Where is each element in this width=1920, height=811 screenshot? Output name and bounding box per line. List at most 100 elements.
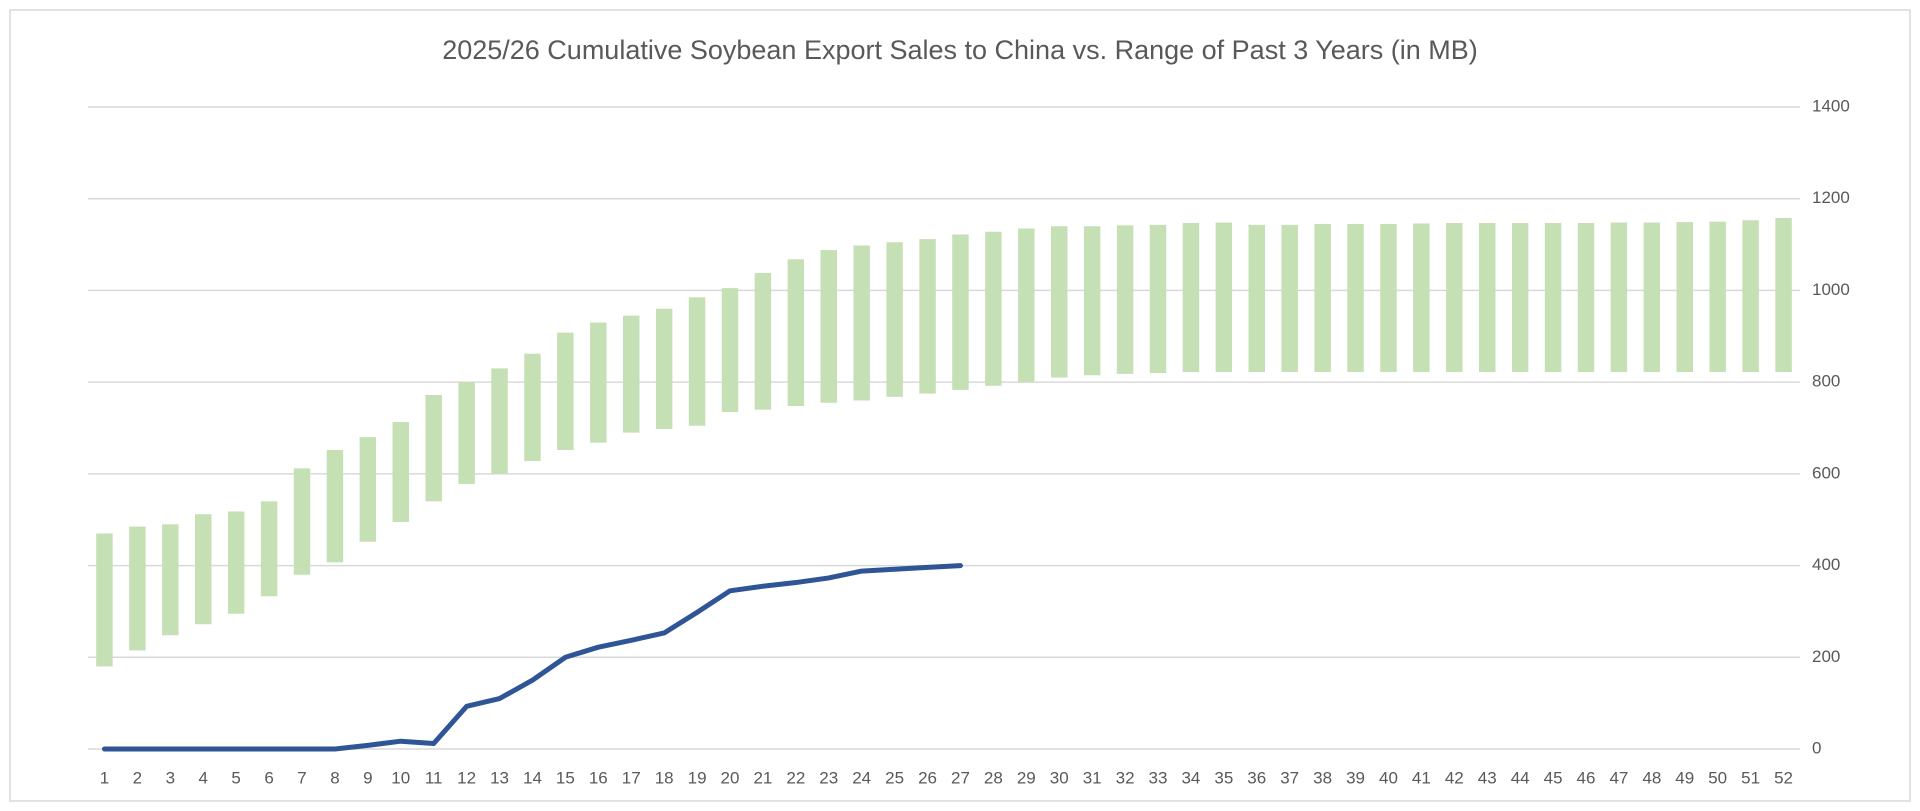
x-tick-label: 48	[1642, 768, 1661, 787]
range-bar	[1314, 223, 1331, 373]
x-tick-label: 25	[885, 768, 904, 787]
y-tick-label: 0	[1812, 738, 1821, 757]
x-tick-label: 18	[655, 768, 674, 787]
range-bar	[1380, 223, 1397, 373]
range-bar	[886, 242, 903, 397]
x-tick-label: 33	[1149, 768, 1168, 787]
range-bar	[491, 368, 508, 474]
x-tick-label: 50	[1708, 768, 1727, 787]
range-bar	[919, 239, 936, 394]
x-tick-label: 40	[1379, 768, 1398, 787]
x-tick-label: 12	[457, 768, 476, 787]
range-bar	[952, 234, 969, 390]
chart-frame	[9, 9, 1911, 802]
range-bar	[1446, 223, 1463, 373]
x-tick-label: 17	[622, 768, 641, 787]
range-bar	[820, 250, 837, 403]
line-series	[101, 563, 963, 752]
range-bar	[590, 322, 607, 443]
x-tick-label: 11	[425, 768, 443, 787]
range-bar	[425, 394, 442, 502]
x-tick-label: 8	[330, 768, 339, 787]
x-tick-label: 35	[1214, 768, 1233, 787]
x-tick-label: 16	[589, 768, 608, 787]
range-bar	[359, 437, 377, 542]
x-tick-label: 30	[1050, 768, 1069, 787]
range-bar	[524, 353, 541, 462]
range-bar	[1248, 224, 1265, 373]
x-tick-label: 27	[951, 768, 970, 787]
range-bar	[1742, 220, 1759, 373]
range-bar	[623, 315, 640, 433]
range-bar	[754, 273, 772, 410]
x-tick-label: 41	[1412, 768, 1431, 787]
range-bar	[655, 308, 673, 429]
range-bar	[557, 332, 574, 451]
x-tick-label: 36	[1247, 768, 1266, 787]
range-bar	[1182, 223, 1200, 373]
x-tick-label: 26	[918, 768, 937, 787]
y-tick-label: 800	[1812, 372, 1840, 391]
range-bar	[1281, 224, 1298, 373]
range-bar	[96, 533, 113, 667]
range-bar	[129, 526, 146, 651]
x-tick-label: 4	[198, 768, 207, 787]
x-tick-label: 47	[1609, 768, 1628, 787]
range-bar	[721, 288, 739, 412]
range-bar	[1051, 226, 1068, 378]
x-tick-label: 28	[984, 768, 1003, 787]
range-bar	[260, 501, 278, 597]
range-bar	[195, 514, 212, 625]
x-tick-label: 46	[1577, 768, 1596, 787]
range-bar	[1643, 222, 1661, 373]
range-bar	[853, 245, 870, 401]
range-bar	[787, 259, 805, 406]
x-tick-label: 1	[100, 768, 109, 787]
range-bar	[1149, 224, 1167, 373]
x-tick-label: 49	[1675, 768, 1694, 787]
x-tick-label: 51	[1741, 768, 1760, 787]
x-tick-label: 32	[1116, 768, 1135, 787]
chart-title: 2025/26 Cumulative Soybean Export Sales …	[442, 35, 1478, 65]
range-bar	[1215, 222, 1233, 373]
range-bar	[985, 231, 1002, 386]
range-bar	[1116, 225, 1134, 374]
x-tick-label: 21	[753, 768, 772, 787]
x-tick-label: 9	[363, 768, 372, 787]
x-tick-label: 7	[297, 768, 306, 787]
range-bar	[1083, 226, 1101, 376]
range-bar	[293, 468, 311, 575]
range-bar	[1347, 223, 1364, 373]
x-tick-label: 15	[556, 768, 575, 787]
x-tick-label: 10	[391, 768, 410, 787]
x-tick-label: 42	[1445, 768, 1464, 787]
x-tick-label: 6	[264, 768, 273, 787]
range-bar	[1511, 223, 1529, 373]
y-tick-label: 400	[1812, 555, 1840, 574]
x-tick-label: 29	[1017, 768, 1036, 787]
range-bar	[1544, 223, 1562, 373]
range-bar	[458, 382, 475, 484]
range-bar	[392, 422, 409, 523]
range-bar	[1577, 223, 1595, 373]
x-tick-label: 23	[819, 768, 838, 787]
x-tick-label: 45	[1544, 768, 1563, 787]
x-tick-label: 24	[852, 768, 871, 787]
x-tick-label: 34	[1181, 768, 1200, 787]
y-tick-label: 200	[1812, 647, 1840, 666]
x-tick-label: 22	[786, 768, 805, 787]
range-bar	[1709, 221, 1726, 373]
range-bar	[1413, 223, 1430, 373]
x-tick-label: 3	[166, 768, 175, 787]
y-tick-label: 1400	[1812, 96, 1850, 115]
x-tick-label: 5	[231, 768, 240, 787]
x-tick-label: 39	[1346, 768, 1365, 787]
x-tick-label: 38	[1313, 768, 1332, 787]
range-bar	[1018, 228, 1035, 383]
y-tick-label: 1000	[1812, 280, 1850, 299]
range-bar	[688, 297, 706, 426]
range-bar	[1775, 217, 1792, 373]
y-tick-label: 600	[1812, 463, 1840, 482]
